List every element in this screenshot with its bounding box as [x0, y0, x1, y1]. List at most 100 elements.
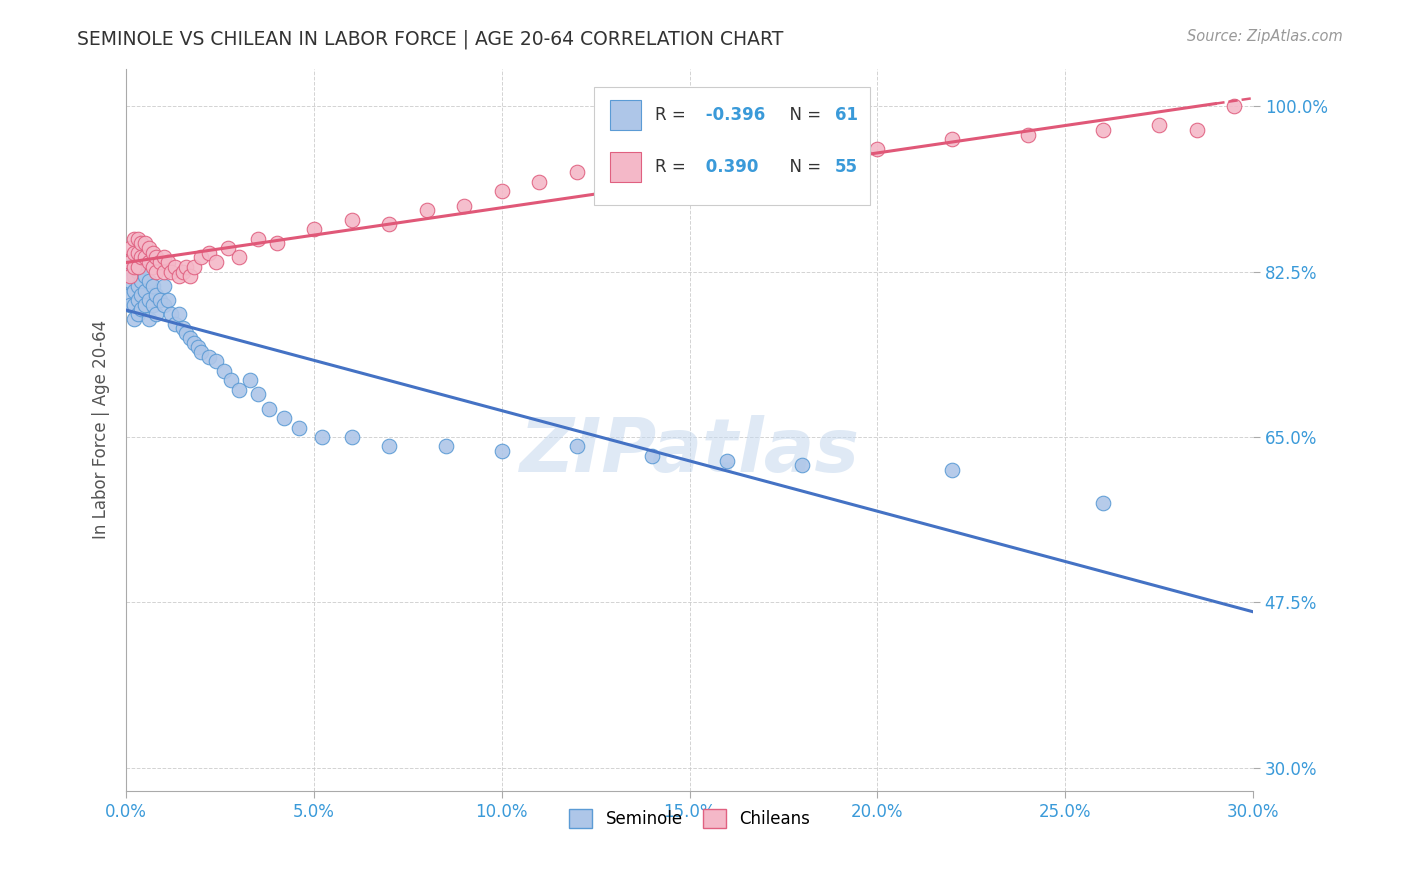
Point	[172, 321, 194, 335]
Point	[205, 354, 228, 368]
Point	[127, 231, 149, 245]
Point	[122, 260, 145, 274]
Point	[165, 317, 187, 331]
Point	[127, 293, 149, 307]
Point	[149, 293, 172, 307]
Text: 55: 55	[835, 158, 858, 177]
Point	[340, 212, 363, 227]
Point	[153, 251, 176, 265]
Point	[149, 255, 172, 269]
Y-axis label: In Labor Force | Age 20-64: In Labor Force | Age 20-64	[93, 320, 110, 540]
Point	[153, 278, 176, 293]
Point	[138, 293, 160, 307]
Legend: Seminole, Chileans: Seminole, Chileans	[562, 803, 817, 835]
Point	[212, 364, 235, 378]
Text: R =: R =	[655, 106, 690, 124]
Point	[1147, 118, 1170, 132]
Point	[127, 245, 149, 260]
Point	[187, 340, 209, 354]
Point	[176, 326, 198, 340]
Point	[941, 463, 963, 477]
Point	[122, 284, 145, 298]
Text: -0.396: -0.396	[700, 106, 765, 124]
Point	[127, 265, 149, 279]
Point	[131, 251, 153, 265]
Text: N =: N =	[779, 158, 825, 177]
Point	[142, 260, 165, 274]
Point	[134, 251, 156, 265]
Point	[190, 251, 212, 265]
Text: SEMINOLE VS CHILEAN IN LABOR FORCE | AGE 20-64 CORRELATION CHART: SEMINOLE VS CHILEAN IN LABOR FORCE | AGE…	[77, 29, 783, 49]
Point	[1091, 496, 1114, 510]
Text: Source: ZipAtlas.com: Source: ZipAtlas.com	[1187, 29, 1343, 45]
Point	[1017, 128, 1039, 142]
Point	[641, 449, 664, 463]
Point	[453, 198, 475, 212]
Point	[792, 151, 814, 165]
Point	[165, 260, 187, 274]
Point	[142, 245, 165, 260]
Text: ZIPatlas: ZIPatlas	[520, 415, 859, 488]
Point	[122, 298, 145, 312]
Point	[1185, 123, 1208, 137]
Point	[1091, 123, 1114, 137]
Text: 0.390: 0.390	[700, 158, 758, 177]
Point	[288, 420, 311, 434]
FancyBboxPatch shape	[593, 87, 870, 205]
Point	[716, 453, 738, 467]
Point	[131, 288, 153, 302]
Point	[221, 373, 243, 387]
Point	[131, 274, 153, 288]
Point	[127, 260, 149, 274]
Point	[266, 236, 288, 251]
Point	[142, 298, 165, 312]
Point	[122, 311, 145, 326]
Point	[120, 274, 142, 288]
Point	[134, 298, 156, 312]
Point	[246, 231, 269, 245]
Point	[416, 203, 439, 218]
Point	[198, 350, 221, 364]
Point	[122, 245, 145, 260]
Point	[134, 269, 156, 284]
Point	[378, 218, 401, 232]
Point	[378, 439, 401, 453]
Point	[138, 241, 160, 255]
Point	[120, 255, 142, 269]
Point	[122, 269, 145, 284]
Point	[134, 236, 156, 251]
Point	[179, 269, 201, 284]
Point	[153, 265, 176, 279]
FancyBboxPatch shape	[610, 152, 641, 183]
Point	[340, 430, 363, 444]
Point	[311, 430, 333, 444]
Point	[127, 307, 149, 321]
Point	[131, 236, 153, 251]
Point	[120, 269, 142, 284]
Point	[122, 231, 145, 245]
Point	[160, 307, 183, 321]
Point	[491, 444, 513, 458]
Point	[145, 265, 167, 279]
Point	[138, 311, 160, 326]
Point	[156, 293, 179, 307]
Point	[131, 260, 153, 274]
Point	[434, 439, 457, 453]
Point	[120, 288, 142, 302]
Point	[302, 222, 325, 236]
Point	[491, 185, 513, 199]
FancyBboxPatch shape	[610, 100, 641, 130]
Point	[183, 260, 205, 274]
Point	[228, 383, 250, 397]
Point	[134, 284, 156, 298]
Point	[641, 156, 664, 170]
Point	[565, 165, 588, 179]
Point	[198, 245, 221, 260]
Point	[246, 387, 269, 401]
Point	[131, 302, 153, 317]
Point	[145, 251, 167, 265]
Point	[160, 265, 183, 279]
Point	[183, 335, 205, 350]
Point	[866, 142, 889, 156]
Point	[239, 373, 262, 387]
